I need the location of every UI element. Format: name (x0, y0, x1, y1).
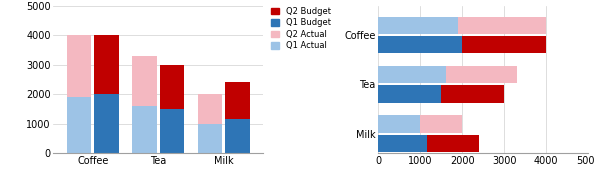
Bar (441, 85, 504, 103)
Legend: Q2 Budget, Q1 Budget, Q2 Actual, Q1 Actual: Q2 Budget, Q1 Budget, Q2 Actual, Q1 Actu… (271, 7, 331, 50)
Bar (225, 82, 250, 119)
Bar (132, 56, 157, 106)
Bar (67, 97, 91, 153)
Bar (160, 109, 185, 153)
Bar (94, 35, 119, 94)
Bar (378, 66, 446, 83)
Bar (378, 36, 462, 53)
Bar (198, 94, 223, 124)
Bar (378, 17, 458, 34)
Bar (160, 65, 185, 109)
Bar (225, 119, 250, 153)
Bar (421, 115, 462, 133)
Bar (198, 124, 223, 153)
Bar (426, 135, 479, 152)
Bar (94, 94, 119, 153)
Bar (378, 115, 421, 133)
Bar (446, 66, 517, 83)
Bar (67, 35, 91, 97)
Bar (462, 36, 546, 53)
Bar (378, 135, 426, 152)
Bar (132, 106, 157, 153)
Bar (458, 17, 546, 34)
Bar (378, 85, 441, 103)
